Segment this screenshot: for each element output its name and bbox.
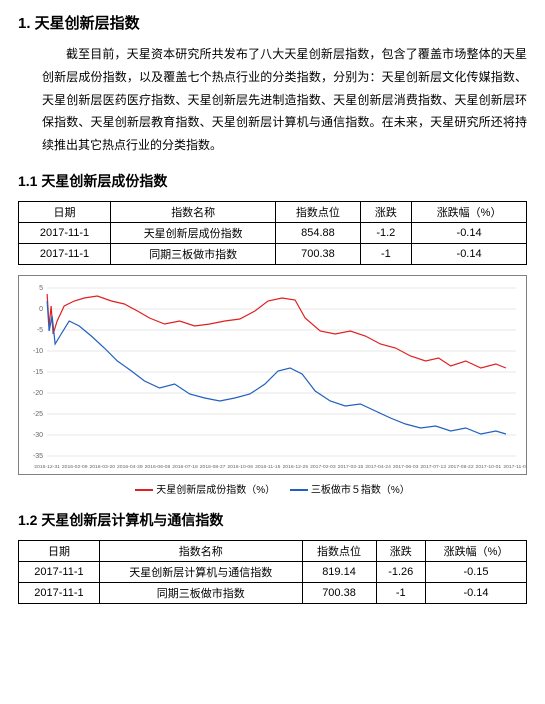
table-cell: 2017-11-1 bbox=[19, 243, 111, 264]
table-12: 日期指数名称指数点位涨跌涨跌幅（%） 2017-11-1天星创新层计算机与通信指… bbox=[18, 540, 527, 604]
svg-text:2016-07-18: 2016-07-18 bbox=[172, 464, 198, 470]
table-header: 涨跌幅（%） bbox=[412, 201, 527, 222]
table-cell: 819.14 bbox=[302, 561, 376, 582]
table-row: 2017-11-1同期三板做市指数700.38-1-0.14 bbox=[19, 243, 527, 264]
svg-text:-25: -25 bbox=[33, 411, 43, 418]
svg-text:-35: -35 bbox=[33, 453, 43, 460]
table-cell: 同期三板做市指数 bbox=[99, 582, 302, 603]
table-cell: -1 bbox=[360, 243, 412, 264]
table-row: 2017-11-1同期三板做市指数700.38-1-0.14 bbox=[19, 582, 527, 603]
svg-text:2016-03-20: 2016-03-20 bbox=[89, 464, 115, 470]
svg-text:-5: -5 bbox=[37, 327, 43, 334]
svg-text:2017-03-15: 2017-03-15 bbox=[338, 464, 364, 470]
table-cell: 700.38 bbox=[276, 243, 360, 264]
table-cell: -0.14 bbox=[425, 582, 526, 603]
table-cell: -1 bbox=[376, 582, 425, 603]
table-cell: -1.26 bbox=[376, 561, 425, 582]
table-11: 日期指数名称指数点位涨跌涨跌幅（%） 2017-11-1天星创新层成份指数854… bbox=[18, 201, 527, 265]
section-12-title: 1.2 天星创新层计算机与通信指数 bbox=[18, 510, 527, 530]
table-cell: 2017-11-1 bbox=[19, 222, 111, 243]
table-header: 指数点位 bbox=[302, 540, 376, 561]
table-cell: -0.15 bbox=[425, 561, 526, 582]
legend-0: 天星创新层成份指数（%） bbox=[156, 485, 275, 496]
svg-text:2016-04-29: 2016-04-29 bbox=[117, 464, 143, 470]
svg-text:2016-02-09: 2016-02-09 bbox=[62, 464, 88, 470]
chart-legend: 天星创新层成份指数（%） 三板做市５指数（%） bbox=[18, 481, 527, 496]
table-cell: 2017-11-1 bbox=[19, 582, 100, 603]
table-cell: -0.14 bbox=[412, 222, 527, 243]
svg-text:2017-04-24: 2017-04-24 bbox=[365, 464, 391, 470]
section-1-title: 1. 天星创新层指数 bbox=[18, 12, 527, 33]
svg-text:-20: -20 bbox=[33, 390, 43, 397]
svg-text:2017-10-01: 2017-10-01 bbox=[476, 464, 502, 470]
section-11-title: 1.1 天星创新层成份指数 bbox=[18, 171, 527, 191]
table-header: 指数名称 bbox=[99, 540, 302, 561]
svg-text:0: 0 bbox=[39, 306, 43, 313]
table-cell: -0.14 bbox=[412, 243, 527, 264]
svg-text:2016-06-08: 2016-06-08 bbox=[145, 464, 171, 470]
svg-text:2017-06-03: 2017-06-03 bbox=[393, 464, 419, 470]
svg-text:2016-10-06: 2016-10-06 bbox=[227, 464, 253, 470]
table-header: 日期 bbox=[19, 540, 100, 561]
table-cell: 同期三板做市指数 bbox=[111, 243, 276, 264]
table-header: 日期 bbox=[19, 201, 111, 222]
svg-text:5: 5 bbox=[39, 285, 43, 292]
table-cell: 天星创新层计算机与通信指数 bbox=[99, 561, 302, 582]
section-1-paragraph: 截至目前，天星资本研究所共发布了八大天星创新层指数，包含了覆盖市场整体的天星创新… bbox=[42, 43, 527, 157]
table-header: 涨跌 bbox=[360, 201, 412, 222]
svg-text:2017-08-22: 2017-08-22 bbox=[448, 464, 474, 470]
table-cell: -1.2 bbox=[360, 222, 412, 243]
table-header: 涨跌 bbox=[376, 540, 425, 561]
table-row: 2017-11-1天星创新层成份指数854.88-1.2-0.14 bbox=[19, 222, 527, 243]
table-header: 指数点位 bbox=[276, 201, 360, 222]
table-cell: 2017-11-1 bbox=[19, 561, 100, 582]
table-row: 2017-11-1天星创新层计算机与通信指数819.14-1.26-0.15 bbox=[19, 561, 527, 582]
svg-text:-30: -30 bbox=[33, 432, 43, 439]
svg-text:2015-12-31: 2015-12-31 bbox=[34, 464, 60, 470]
svg-text:2017-02-03: 2017-02-03 bbox=[310, 464, 336, 470]
table-cell: 700.38 bbox=[302, 582, 376, 603]
line-chart: 5 0 -5 -10 -15 -20 -25 -30 -35 2015-12-312016-02… bbox=[18, 275, 527, 475]
table-cell: 854.88 bbox=[276, 222, 360, 243]
svg-text:2016-11-15: 2016-11-15 bbox=[255, 464, 280, 470]
svg-text:2016-12-25: 2016-12-25 bbox=[283, 464, 309, 470]
table-header: 指数名称 bbox=[111, 201, 276, 222]
table-cell: 天星创新层成份指数 bbox=[111, 222, 276, 243]
svg-text:2016-08-27: 2016-08-27 bbox=[200, 464, 226, 470]
svg-text:-10: -10 bbox=[33, 348, 43, 355]
legend-1: 三板做市５指数（%） bbox=[311, 485, 410, 496]
svg-text:2017-07-13: 2017-07-13 bbox=[420, 464, 446, 470]
table-header: 涨跌幅（%） bbox=[425, 540, 526, 561]
svg-text:-15: -15 bbox=[33, 369, 43, 376]
svg-text:2017-11-09: 2017-11-09 bbox=[503, 464, 526, 470]
